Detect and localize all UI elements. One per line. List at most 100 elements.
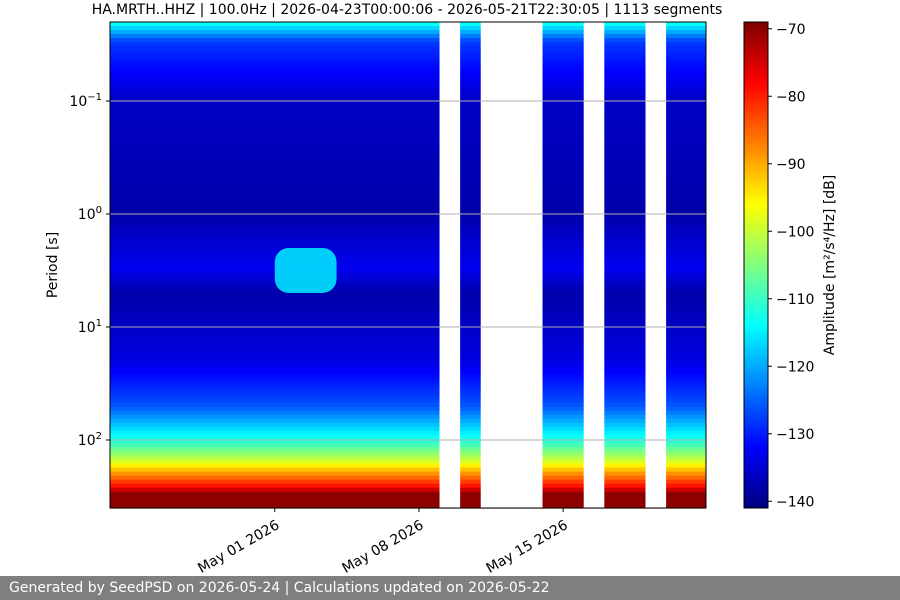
y-tick-label: 102 <box>78 431 102 449</box>
heatmap-band <box>110 410 706 416</box>
heatmap-band <box>110 447 706 452</box>
data-gap <box>480 22 543 508</box>
heatmap-band <box>110 200 706 205</box>
heatmap-band <box>110 143 706 149</box>
x-axis: May 01 2026 May 08 2026 May 15 2026 <box>195 508 571 576</box>
plot-frame <box>109 21 707 509</box>
heatmap-band <box>110 115 706 120</box>
y-tick-label: 10−1 <box>69 92 102 110</box>
heatmap-band <box>110 34 706 39</box>
psd-figure: HA.MRTH..HHZ | 100.0Hz | 2026-04-23T00:0… <box>45 2 838 576</box>
heatmap-band <box>110 325 706 331</box>
heatmap-band <box>110 30 706 35</box>
colorbar-tick-label: −110 <box>776 292 814 308</box>
heatmap-band <box>110 82 706 88</box>
heatmap-band <box>110 184 706 189</box>
heatmap-band <box>110 94 706 100</box>
heatmap-band <box>110 232 706 238</box>
heatmap-band <box>110 362 706 367</box>
heatmap-band <box>110 147 706 153</box>
heatmap-band <box>110 370 706 375</box>
colorbar <box>743 21 769 509</box>
heatmap-band <box>110 256 706 262</box>
heatmap-band <box>110 285 706 290</box>
heatmap-band <box>110 74 706 80</box>
colorbar-tick-label: −70 <box>776 22 806 38</box>
heatmap-band <box>110 305 706 311</box>
heatmap-band <box>110 354 706 359</box>
heatmap-band <box>110 127 706 132</box>
heatmap-band <box>110 244 706 250</box>
heatmap-band <box>110 159 706 165</box>
heatmap-band <box>110 216 706 222</box>
heatmap-band <box>110 414 706 420</box>
x-tick-label: May 01 2026 <box>195 517 282 576</box>
heatmap-band <box>110 394 706 400</box>
heatmap-band <box>110 463 706 469</box>
heatmap-band <box>110 459 706 465</box>
heatmap-band <box>110 135 706 141</box>
heatmap-band <box>110 70 706 76</box>
heatmap-band <box>110 212 706 217</box>
heatmap-band <box>110 188 706 193</box>
heatmap-band <box>110 163 706 169</box>
heatmap-band <box>110 491 706 497</box>
heatmap-band <box>110 329 706 335</box>
colorbar-tick-label: −80 <box>776 89 806 105</box>
heatmap-band <box>110 139 706 145</box>
heatmap-band <box>110 390 706 396</box>
heatmap-band <box>110 281 706 286</box>
heatmap-feature <box>274 247 337 293</box>
colorbar-axis: −70 −80 −90 −100 −110 −120 −130 −140 <box>768 22 814 510</box>
heatmap-band <box>110 22 706 27</box>
heatmap-band <box>110 50 706 55</box>
colorbar-tick-label: −90 <box>776 157 806 173</box>
y-axis-label: Period [s] <box>45 232 61 298</box>
heatmap-band <box>110 483 706 489</box>
chart-title: HA.MRTH..HHZ | 100.0Hz | 2026-04-23T00:0… <box>92 2 723 18</box>
heatmap-band <box>110 499 706 505</box>
heatmap-band <box>110 503 706 509</box>
heatmap-band <box>110 38 706 43</box>
footer: Generated by SeedPSD on 2026-05-24 | Cal… <box>0 576 900 600</box>
heatmap-band <box>110 66 706 72</box>
heatmap-band <box>110 123 706 128</box>
heatmap-band <box>110 475 706 481</box>
heatmap-band <box>110 273 706 278</box>
heatmap-band <box>110 240 706 246</box>
heatmap-band <box>110 58 706 64</box>
heatmap-band <box>110 402 706 408</box>
heatmap-band <box>110 439 706 444</box>
heatmap-band <box>110 431 706 436</box>
heatmap-band <box>110 151 706 157</box>
heatmap-band <box>110 204 706 209</box>
heatmap-band <box>110 495 706 501</box>
heatmap-band <box>110 309 706 315</box>
heatmap-band <box>110 62 706 68</box>
heatmap-band <box>110 350 706 355</box>
heatmap-band <box>110 333 706 339</box>
heatmap-band <box>110 487 706 493</box>
heatmap-band <box>110 54 706 60</box>
heatmap-band <box>110 228 706 234</box>
heatmap-band <box>110 337 706 343</box>
heatmap-band <box>110 26 706 31</box>
y-axis: 10−1 100 101 102 <box>69 92 110 449</box>
y-tick-label: 100 <box>78 205 102 223</box>
heatmap-band <box>110 103 706 108</box>
x-tick-label: May 08 2026 <box>339 517 426 576</box>
heatmap-band <box>110 406 706 412</box>
heatmap-band <box>110 224 706 230</box>
heatmap-band <box>110 422 706 428</box>
heatmap-band <box>110 471 706 477</box>
heatmap-band <box>110 321 706 327</box>
heatmap-band <box>110 175 706 181</box>
heatmap-band <box>110 427 706 432</box>
y-tick-label: 101 <box>78 318 102 336</box>
heatmap-band <box>110 167 706 173</box>
heatmap-band <box>110 301 706 307</box>
heatmap-band <box>110 192 706 197</box>
colorbar-tick-label: −100 <box>776 224 814 240</box>
heatmap-band <box>110 248 706 254</box>
colorbar-tick-label: −130 <box>776 427 814 443</box>
